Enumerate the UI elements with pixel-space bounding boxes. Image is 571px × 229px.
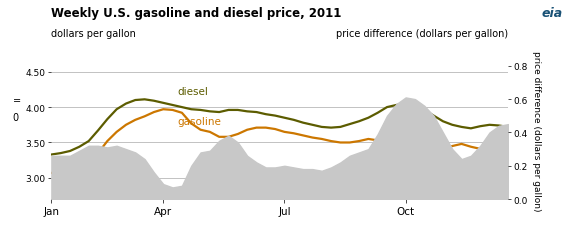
Text: price difference (dollars per gallon): price difference (dollars per gallon) [336, 29, 508, 38]
Text: dollars per gallon: dollars per gallon [51, 29, 136, 38]
Text: gasoline: gasoline [177, 117, 221, 127]
Y-axis label: price difference (dollars per gallon): price difference (dollars per gallon) [532, 51, 541, 210]
Text: price difference
(diesel-gasoline): price difference (diesel-gasoline) [387, 180, 462, 199]
Text: diesel: diesel [177, 87, 208, 97]
Text: =: = [13, 95, 21, 106]
Text: eia: eia [541, 7, 562, 20]
Text: Weekly U.S. gasoline and diesel price, 2011: Weekly U.S. gasoline and diesel price, 2… [51, 7, 342, 20]
Text: 0: 0 [13, 112, 19, 122]
